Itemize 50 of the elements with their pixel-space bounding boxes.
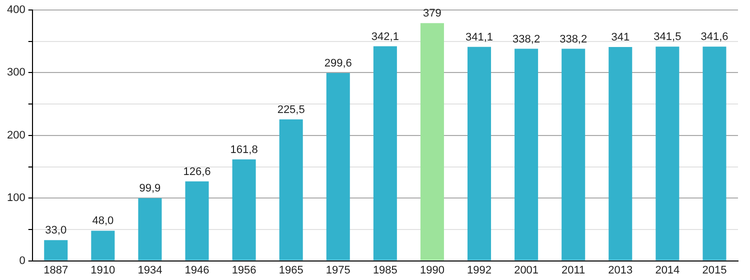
data-label: 299,6 [324, 57, 352, 70]
x-tick-label: 2011 [562, 264, 586, 276]
bar [468, 46, 492, 260]
bar [373, 46, 397, 260]
x-tick-label: 1975 [326, 264, 350, 276]
y-tick-label: 400 [6, 4, 26, 16]
x-tick-label: 1956 [232, 264, 256, 276]
x-tick-label: 1934 [138, 264, 162, 276]
y-tick-label: 100 [6, 192, 26, 204]
bar [91, 230, 115, 260]
x-tick-label: 1990 [420, 264, 444, 276]
bar [185, 181, 209, 260]
data-label: 126,6 [183, 166, 211, 178]
data-label: 48,0 [92, 215, 114, 228]
x-tick-label: 1985 [372, 264, 398, 276]
data-label: 99,9 [139, 182, 161, 195]
data-label: 342,1 [371, 30, 399, 43]
bar [656, 46, 680, 260]
data-label: 161,8 [230, 144, 258, 156]
x-tick-label: 1992 [467, 264, 492, 276]
bar [420, 23, 444, 260]
y-tick-label: 0 [19, 254, 26, 267]
x-tick-label: 2014 [655, 264, 680, 276]
bar [562, 48, 586, 260]
data-label: 341 [611, 32, 630, 44]
y-tick-label: 200 [6, 129, 26, 142]
bar [232, 159, 256, 260]
data-label: 341,5 [654, 31, 682, 44]
data-label: 338,2 [560, 33, 588, 46]
y-tick-label: 300 [6, 66, 26, 79]
x-tick-label: 1965 [278, 264, 304, 276]
x-tick-label: 2001 [514, 264, 539, 276]
data-label: 379 [423, 8, 442, 20]
x-tick-label: 1910 [90, 264, 116, 276]
x-tick-label: 2013 [608, 264, 633, 276]
bar [279, 119, 303, 260]
x-tick-label: 1946 [184, 264, 210, 276]
data-label: 338,2 [512, 33, 540, 46]
bar [326, 72, 350, 260]
data-label: 33,0 [45, 224, 67, 237]
bar [608, 46, 632, 260]
data-label: 341,6 [700, 31, 728, 44]
bar [702, 46, 726, 260]
data-label: 225,5 [277, 104, 305, 116]
bar [514, 48, 538, 260]
x-tick-label: 1887 [44, 264, 68, 276]
bar [138, 198, 162, 260]
bar [44, 240, 68, 260]
data-label: 341,1 [465, 31, 494, 44]
x-tick-label: 2015 [702, 264, 727, 276]
